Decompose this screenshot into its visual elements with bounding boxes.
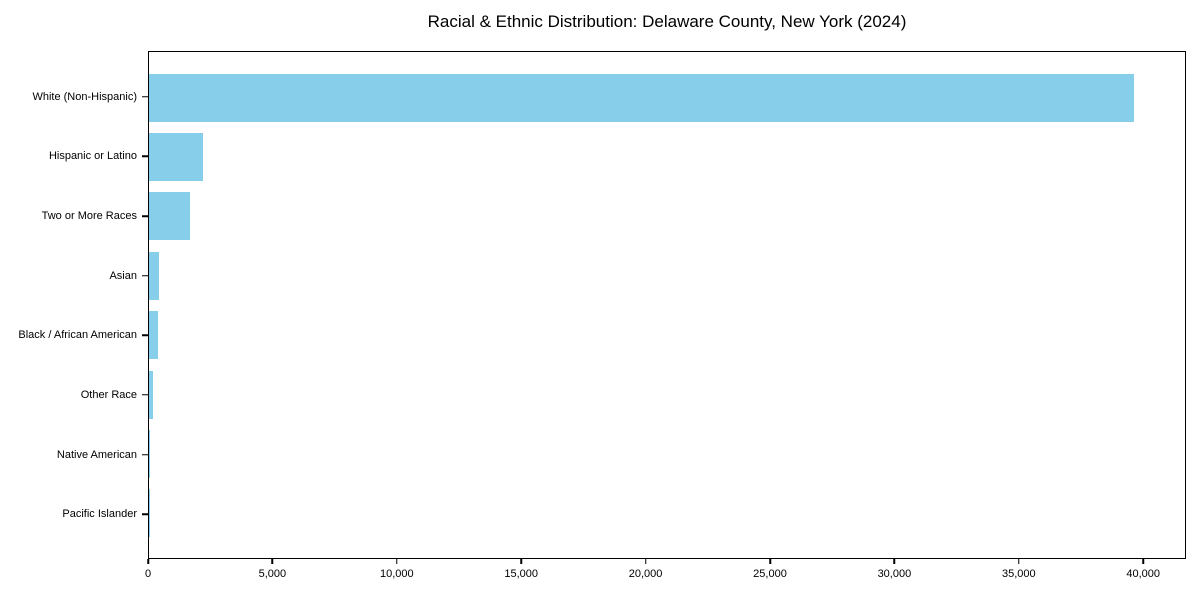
- bar-hispanic-or-latino: [149, 133, 204, 182]
- y-tick-mark: [142, 334, 148, 337]
- x-tick-mark: [644, 559, 647, 564]
- bar-row: [149, 127, 1185, 186]
- y-label-row: Asian: [0, 246, 148, 306]
- bar-row: [149, 187, 1185, 246]
- x-tick-label: 35,000: [1001, 568, 1036, 580]
- x-axis: 0 5,000 10,000 15,000 20,000 25,000 30,000 35,0…: [144, 559, 1186, 599]
- y-tick-mark: [142, 155, 148, 158]
- y-label-row: White (Non-Hispanic): [0, 67, 148, 127]
- x-tick-mark: [396, 559, 398, 564]
- bar-white-non-hispanic: [149, 73, 1135, 122]
- bar-row: [149, 68, 1185, 127]
- y-label-row: Black / African American: [0, 306, 148, 366]
- bar-native-american: [149, 429, 151, 478]
- y-tick-mark: [142, 274, 148, 277]
- y-label-row: Native American: [0, 425, 148, 485]
- x-tick-mark: [271, 559, 274, 564]
- y-tick-label: Asian: [109, 269, 137, 282]
- y-tick-mark: [142, 215, 148, 217]
- y-tick-label: Black / African American: [18, 329, 137, 342]
- y-label-row: Pacific Islander: [0, 484, 148, 544]
- plot-area: [148, 51, 1186, 559]
- y-tick-label: Other Race: [80, 388, 137, 401]
- y-label-row: Other Race: [0, 365, 148, 425]
- x-tick-label: 5,000: [258, 568, 287, 580]
- x-tick-mark: [520, 559, 522, 564]
- x-tick-label: 15,000: [504, 568, 539, 580]
- bar-asian: [149, 251, 159, 300]
- x-tick-mark: [893, 559, 896, 564]
- y-tick-label: White (Non-Hispanic): [32, 90, 137, 103]
- y-tick-mark: [142, 513, 148, 515]
- bar-row: [149, 306, 1185, 365]
- y-tick-mark: [142, 96, 148, 98]
- x-tick-label: 0: [144, 568, 152, 580]
- y-label-row: Hispanic or Latino: [0, 127, 148, 187]
- chart-title: Racial & Ethnic Distribution: Delaware C…: [427, 12, 907, 31]
- bar-row: [149, 484, 1185, 543]
- bar-other-race: [149, 370, 153, 419]
- y-tick-label: Pacific Islander: [62, 508, 137, 521]
- bar-row: [149, 365, 1185, 424]
- y-label-row: Two or More Races: [0, 186, 148, 246]
- y-tick-label: Native American: [56, 448, 137, 461]
- y-axis-labels: White (Non-Hispanic) Hispanic or Latino Tw…: [0, 51, 148, 559]
- x-tick-label: 30,000: [877, 568, 912, 580]
- x-tick-label: 20,000: [628, 568, 663, 580]
- x-tick-label: 10,000: [379, 568, 414, 580]
- bar-row: [149, 246, 1185, 305]
- bar-black-african-american: [149, 311, 159, 360]
- x-tick-mark: [769, 559, 771, 564]
- x-tick-label: 25,000: [753, 568, 787, 580]
- x-tick-mark: [147, 559, 149, 564]
- x-tick-mark: [1142, 559, 1144, 564]
- y-tick-label: Hispanic or Latino: [48, 150, 137, 163]
- y-tick-mark: [142, 394, 148, 396]
- x-tick-label: 40,000: [1126, 568, 1161, 580]
- bar-two-or-more-races: [149, 192, 190, 241]
- y-tick-mark: [142, 453, 148, 456]
- bar-row: [149, 424, 1185, 483]
- y-tick-label: Two or More Races: [41, 210, 137, 223]
- x-tick-mark: [1018, 559, 1020, 564]
- bars-container: [149, 52, 1185, 558]
